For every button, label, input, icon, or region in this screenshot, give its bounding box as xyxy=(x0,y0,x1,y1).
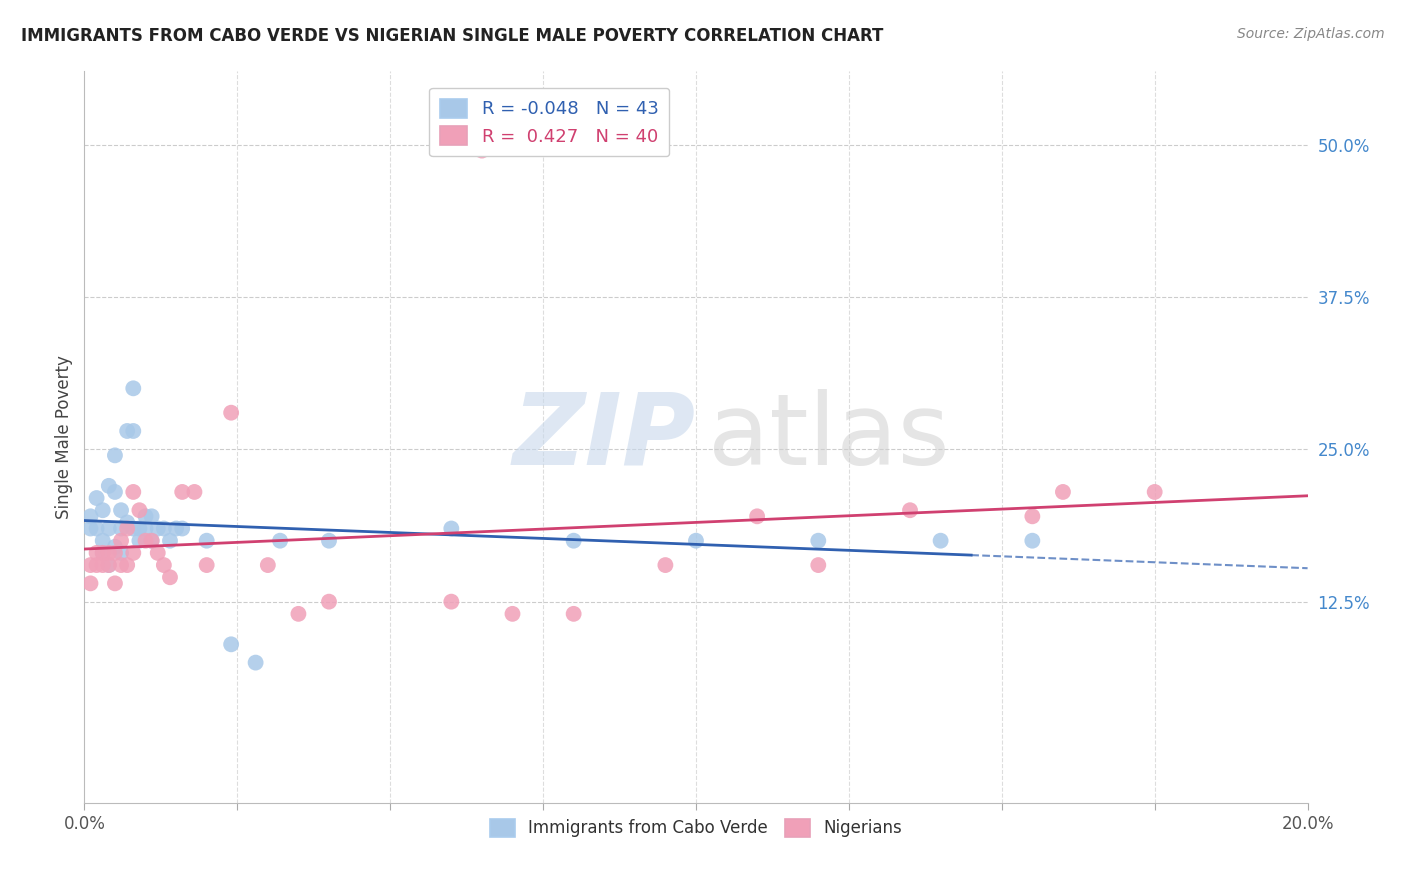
Point xyxy=(97,558,120,573)
Point xyxy=(128,521,150,535)
Point xyxy=(318,594,340,608)
Point xyxy=(929,533,952,548)
Point xyxy=(219,637,242,651)
Point xyxy=(807,558,830,573)
Point xyxy=(165,521,187,535)
Point xyxy=(685,533,707,548)
Point xyxy=(159,570,181,584)
Point xyxy=(1052,485,1074,500)
Point xyxy=(110,533,132,548)
Text: ZIP: ZIP xyxy=(513,389,696,485)
Point xyxy=(91,546,114,560)
Legend: Immigrants from Cabo Verde, Nigerians: Immigrants from Cabo Verde, Nigerians xyxy=(482,810,910,846)
Point xyxy=(110,558,132,573)
Text: Source: ZipAtlas.com: Source: ZipAtlas.com xyxy=(1237,27,1385,41)
Point xyxy=(104,448,127,462)
Point xyxy=(135,509,157,524)
Point xyxy=(122,485,145,500)
Point xyxy=(122,546,145,560)
Point xyxy=(86,546,108,560)
Point xyxy=(104,546,127,560)
Point xyxy=(245,656,267,670)
Point xyxy=(318,533,340,548)
Point xyxy=(257,558,280,573)
Point xyxy=(86,521,108,535)
Point xyxy=(135,521,157,535)
Point xyxy=(122,381,145,395)
Point xyxy=(128,533,150,548)
Point xyxy=(104,540,127,554)
Point xyxy=(146,521,169,535)
Point xyxy=(562,607,585,621)
Point xyxy=(153,521,176,535)
Point xyxy=(287,607,309,621)
Point xyxy=(153,558,176,573)
Point xyxy=(91,533,114,548)
Text: IMMIGRANTS FROM CABO VERDE VS NIGERIAN SINGLE MALE POVERTY CORRELATION CHART: IMMIGRANTS FROM CABO VERDE VS NIGERIAN S… xyxy=(21,27,883,45)
Point xyxy=(183,485,205,500)
Point xyxy=(219,406,242,420)
Point xyxy=(172,521,194,535)
Point xyxy=(79,509,101,524)
Point xyxy=(172,485,194,500)
Point xyxy=(1021,509,1043,524)
Point xyxy=(115,558,138,573)
Point xyxy=(502,607,524,621)
Point xyxy=(122,424,145,438)
Point xyxy=(195,558,218,573)
Point xyxy=(91,503,114,517)
Point xyxy=(97,479,120,493)
Point xyxy=(91,546,114,560)
Point xyxy=(128,503,150,517)
Point xyxy=(141,533,163,548)
Point xyxy=(79,576,101,591)
Point xyxy=(141,533,163,548)
Point xyxy=(104,485,127,500)
Point xyxy=(141,509,163,524)
Point xyxy=(110,546,132,560)
Point xyxy=(104,576,127,591)
Point xyxy=(86,558,108,573)
Point xyxy=(115,516,138,530)
Point xyxy=(135,533,157,548)
Y-axis label: Single Male Poverty: Single Male Poverty xyxy=(55,355,73,519)
Point xyxy=(97,521,120,535)
Point xyxy=(97,546,120,560)
Point xyxy=(747,509,769,524)
Point xyxy=(91,558,114,573)
Point xyxy=(110,503,132,517)
Point xyxy=(195,533,218,548)
Point xyxy=(562,533,585,548)
Point xyxy=(440,594,463,608)
Point xyxy=(654,558,676,573)
Point xyxy=(471,144,494,158)
Text: atlas: atlas xyxy=(709,389,950,485)
Point xyxy=(115,521,138,535)
Point xyxy=(79,521,101,535)
Point xyxy=(1021,533,1043,548)
Point xyxy=(807,533,830,548)
Point xyxy=(79,558,101,573)
Point xyxy=(97,558,120,573)
Point xyxy=(86,491,108,505)
Point xyxy=(269,533,291,548)
Point xyxy=(1143,485,1166,500)
Point xyxy=(159,533,181,548)
Point xyxy=(898,503,921,517)
Point xyxy=(440,521,463,535)
Point xyxy=(110,521,132,535)
Point xyxy=(146,546,169,560)
Point xyxy=(115,424,138,438)
Point xyxy=(122,521,145,535)
